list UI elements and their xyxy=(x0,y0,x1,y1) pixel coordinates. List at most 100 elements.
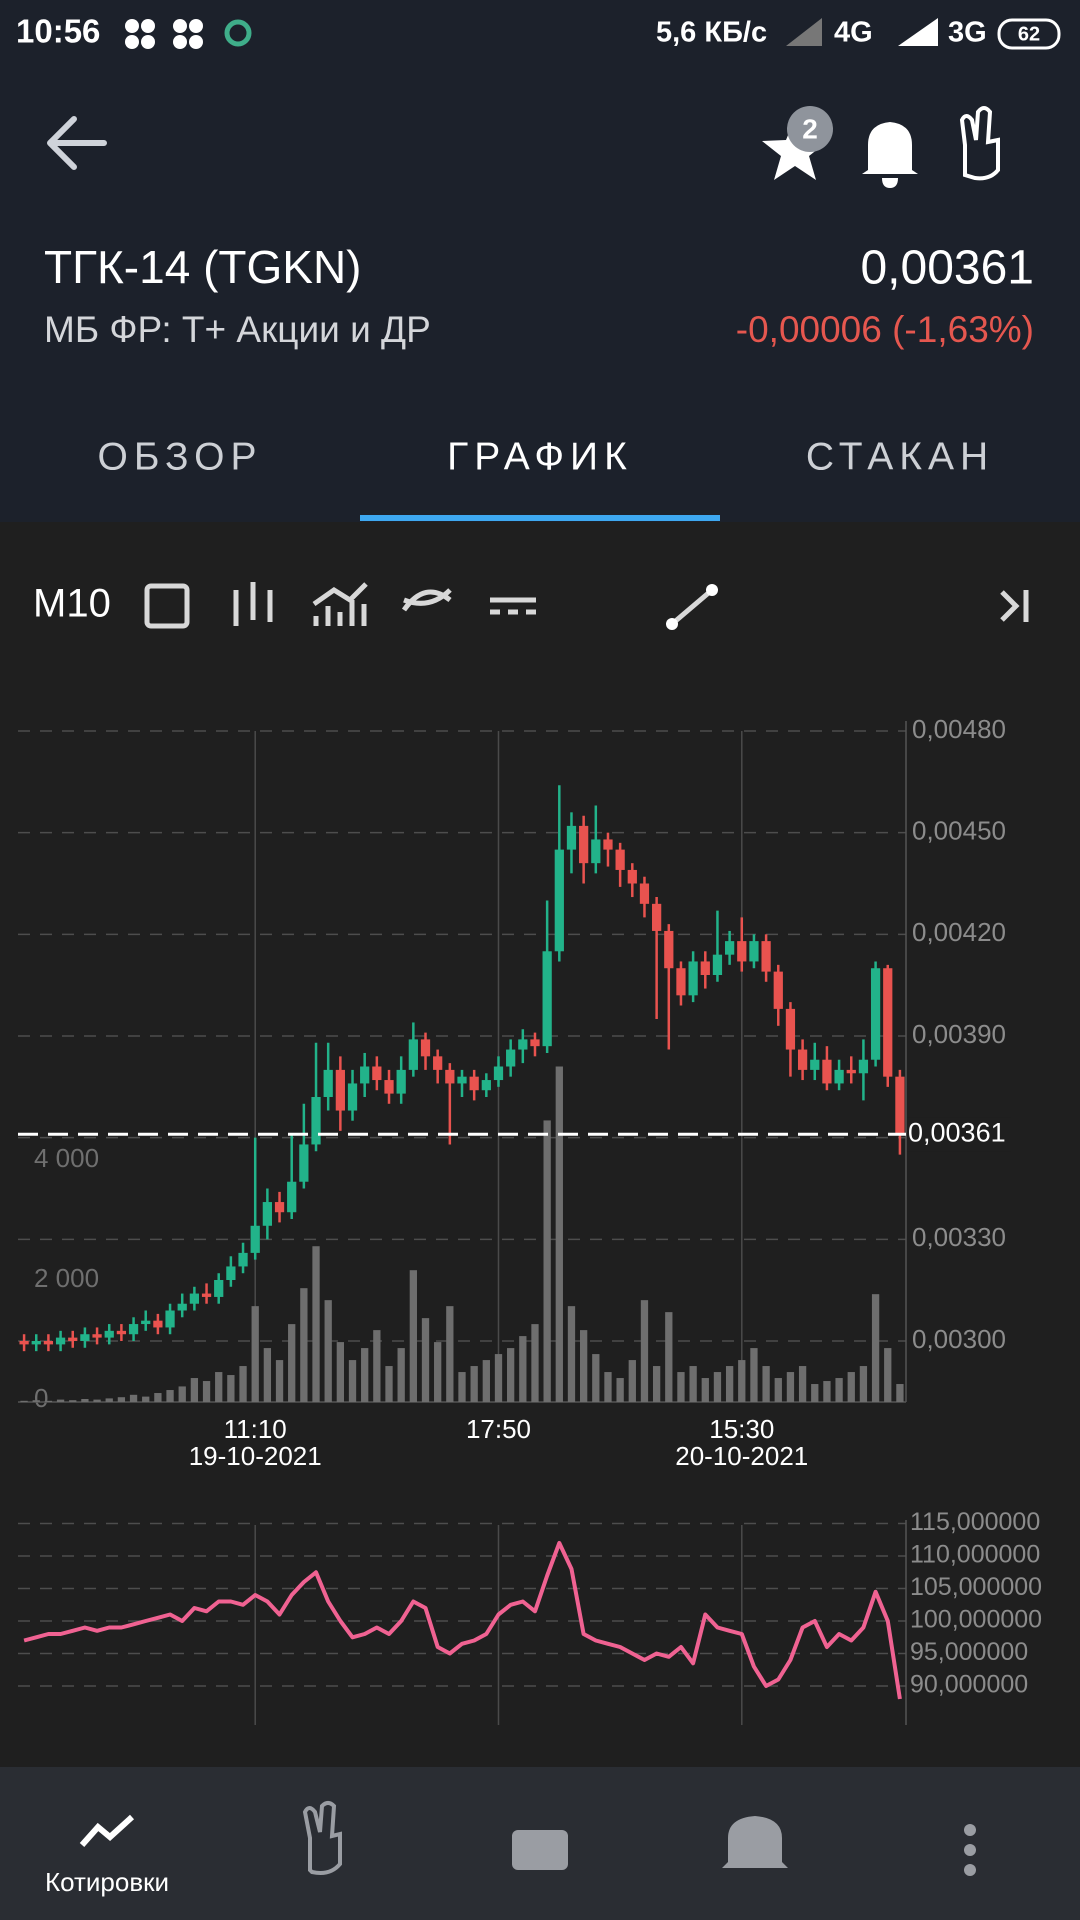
candle-body xyxy=(141,1320,151,1325)
trade-button[interactable] xyxy=(959,106,1000,181)
draw-button[interactable] xyxy=(670,588,714,626)
volume-bar xyxy=(32,1400,40,1402)
candle-body xyxy=(688,961,698,996)
volume-bar xyxy=(69,1400,77,1402)
volume-bar xyxy=(786,1372,795,1402)
volume-bar xyxy=(44,1400,53,1402)
volume-bar xyxy=(871,1294,880,1402)
status-icons xyxy=(125,19,203,49)
interval-selector[interactable]: M10 xyxy=(33,582,111,626)
candle-body xyxy=(506,1049,516,1067)
volume-bar xyxy=(616,1378,624,1402)
y-tick-label: 0,00420 xyxy=(912,917,1006,947)
candle-body xyxy=(55,1337,66,1345)
candle-body xyxy=(579,825,589,864)
candle-body xyxy=(810,1059,820,1070)
candle-body xyxy=(773,971,783,1009)
tab[interactable]: СТАКАН xyxy=(806,435,994,478)
candle-body xyxy=(822,1059,832,1084)
x-tick-date: 20-10-2021 xyxy=(675,1441,808,1471)
tab[interactable]: ОБЗОР xyxy=(98,435,263,478)
tabs: ОБЗОР ГРАФИК СТАКАН xyxy=(98,435,994,521)
status-net2: 3G xyxy=(948,17,987,49)
favorite-button[interactable] xyxy=(762,118,828,180)
battery-icon xyxy=(997,18,1061,50)
volume-bar xyxy=(884,1348,892,1402)
battery-level: 62 xyxy=(1018,23,1040,45)
instrument-title: ТГК-14 (TGKN) xyxy=(44,241,362,293)
compare-button[interactable] xyxy=(401,588,452,612)
status-time: 10:56 xyxy=(16,13,100,50)
volume-bar xyxy=(762,1366,770,1402)
nav-alerts-icon[interactable] xyxy=(722,1816,788,1868)
candle-body xyxy=(262,1202,272,1226)
candle-body xyxy=(360,1066,370,1084)
volume-bar xyxy=(896,1384,904,1402)
volume-bar xyxy=(774,1378,782,1402)
instrument-change: -0,00006 (-1,63%) xyxy=(736,309,1034,350)
candle-body xyxy=(639,883,650,904)
candle-body xyxy=(554,849,564,952)
favorites-count: 2 xyxy=(802,113,818,144)
y-tick-label: 0,00450 xyxy=(912,816,1006,846)
nav-quotes-icon[interactable] xyxy=(79,1814,135,1847)
candle-body xyxy=(104,1330,114,1338)
volume-bar xyxy=(713,1372,722,1402)
candle-body xyxy=(603,839,613,850)
volume-bar xyxy=(312,1246,320,1402)
nav-trade-icon[interactable] xyxy=(302,1801,342,1875)
alerts-button[interactable] xyxy=(862,122,918,188)
volume-bar xyxy=(847,1372,855,1402)
candles-button[interactable] xyxy=(233,582,273,626)
volume-tick-label: 0 xyxy=(34,1383,48,1413)
candle-body xyxy=(80,1334,90,1341)
volume-bar xyxy=(20,1400,28,1402)
volume-bar xyxy=(531,1324,539,1402)
candle-body xyxy=(870,968,881,1060)
candle-body xyxy=(530,1039,540,1047)
volume-bar xyxy=(579,1330,588,1402)
candle-body xyxy=(676,968,686,996)
volume-bar xyxy=(458,1372,466,1402)
candle-body xyxy=(627,869,637,884)
candle-body xyxy=(384,1080,394,1094)
y-tick-label: 115,000000 xyxy=(910,1508,1040,1536)
candle-body xyxy=(542,951,552,1047)
candle-body xyxy=(797,1049,808,1070)
draw-handle xyxy=(706,584,718,596)
candle-body xyxy=(761,941,771,972)
nav-portfolio-icon[interactable] xyxy=(512,1830,568,1870)
candle-body xyxy=(311,1097,321,1145)
last-price-label: 0,00361 xyxy=(908,1117,1006,1147)
nav-more-icon[interactable] xyxy=(964,1824,976,1876)
x-tick-label: 17:50 xyxy=(466,1414,531,1444)
candle-body xyxy=(31,1341,41,1345)
calendar-button[interactable] xyxy=(144,583,190,629)
indicators-button[interactable] xyxy=(312,582,368,626)
signal-icon xyxy=(898,18,938,46)
volume-bar xyxy=(324,1300,332,1402)
volume-bar xyxy=(385,1366,393,1402)
volume-bar xyxy=(738,1360,746,1402)
volume-bar xyxy=(434,1342,442,1402)
volume-bar xyxy=(798,1366,807,1402)
volume-bar xyxy=(190,1378,199,1402)
volume-bar xyxy=(93,1399,101,1402)
volume-bar xyxy=(725,1366,734,1402)
candle-body xyxy=(250,1225,260,1253)
volume-bar xyxy=(361,1348,369,1402)
back-button[interactable] xyxy=(47,116,107,170)
y-tick-label: 105,000000 xyxy=(910,1573,1042,1601)
scroll-end-button[interactable] xyxy=(1000,590,1029,622)
candle-body xyxy=(846,1069,856,1074)
volume-bar xyxy=(288,1324,296,1402)
levels-button[interactable] xyxy=(490,597,536,615)
signal-icon xyxy=(786,18,822,46)
candle-body xyxy=(433,1056,443,1070)
nav-quotes-label[interactable]: Котировки xyxy=(45,1867,169,1897)
volume-bar xyxy=(859,1366,868,1402)
tab[interactable]: ГРАФИК xyxy=(447,435,633,478)
candle-body xyxy=(566,825,577,850)
volume-tick-label: 4 000 xyxy=(34,1143,99,1173)
